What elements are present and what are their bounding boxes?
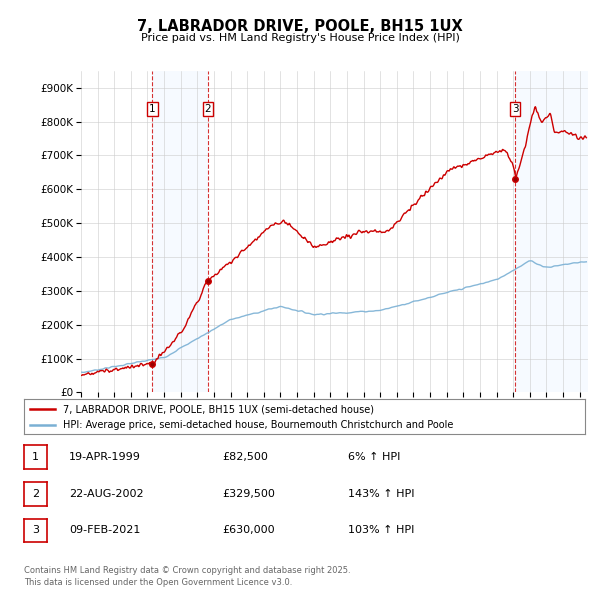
Text: Price paid vs. HM Land Registry's House Price Index (HPI): Price paid vs. HM Land Registry's House … <box>140 34 460 43</box>
Text: 2: 2 <box>32 489 39 499</box>
Text: 19-APR-1999: 19-APR-1999 <box>69 453 141 462</box>
Bar <box>515 71 588 392</box>
Text: 3: 3 <box>32 526 39 535</box>
Text: Contains HM Land Registry data © Crown copyright and database right 2025.
This d: Contains HM Land Registry data © Crown c… <box>24 566 350 587</box>
Text: 6% ↑ HPI: 6% ↑ HPI <box>348 453 400 462</box>
Text: 1: 1 <box>149 104 156 114</box>
Text: 22-AUG-2002: 22-AUG-2002 <box>69 489 143 499</box>
Text: 1: 1 <box>32 453 39 462</box>
Text: 103% ↑ HPI: 103% ↑ HPI <box>348 526 415 535</box>
Text: £630,000: £630,000 <box>222 526 275 535</box>
Text: 143% ↑ HPI: 143% ↑ HPI <box>348 489 415 499</box>
Text: 3: 3 <box>512 104 518 114</box>
Text: £82,500: £82,500 <box>222 453 268 462</box>
Text: £329,500: £329,500 <box>222 489 275 499</box>
Text: 7, LABRADOR DRIVE, POOLE, BH15 1UX (semi-detached house): 7, LABRADOR DRIVE, POOLE, BH15 1UX (semi… <box>63 404 374 414</box>
Bar <box>152 71 208 392</box>
Text: 2: 2 <box>205 104 211 114</box>
Text: 09-FEB-2021: 09-FEB-2021 <box>69 526 140 535</box>
Text: 7, LABRADOR DRIVE, POOLE, BH15 1UX: 7, LABRADOR DRIVE, POOLE, BH15 1UX <box>137 19 463 34</box>
Text: HPI: Average price, semi-detached house, Bournemouth Christchurch and Poole: HPI: Average price, semi-detached house,… <box>63 420 454 430</box>
